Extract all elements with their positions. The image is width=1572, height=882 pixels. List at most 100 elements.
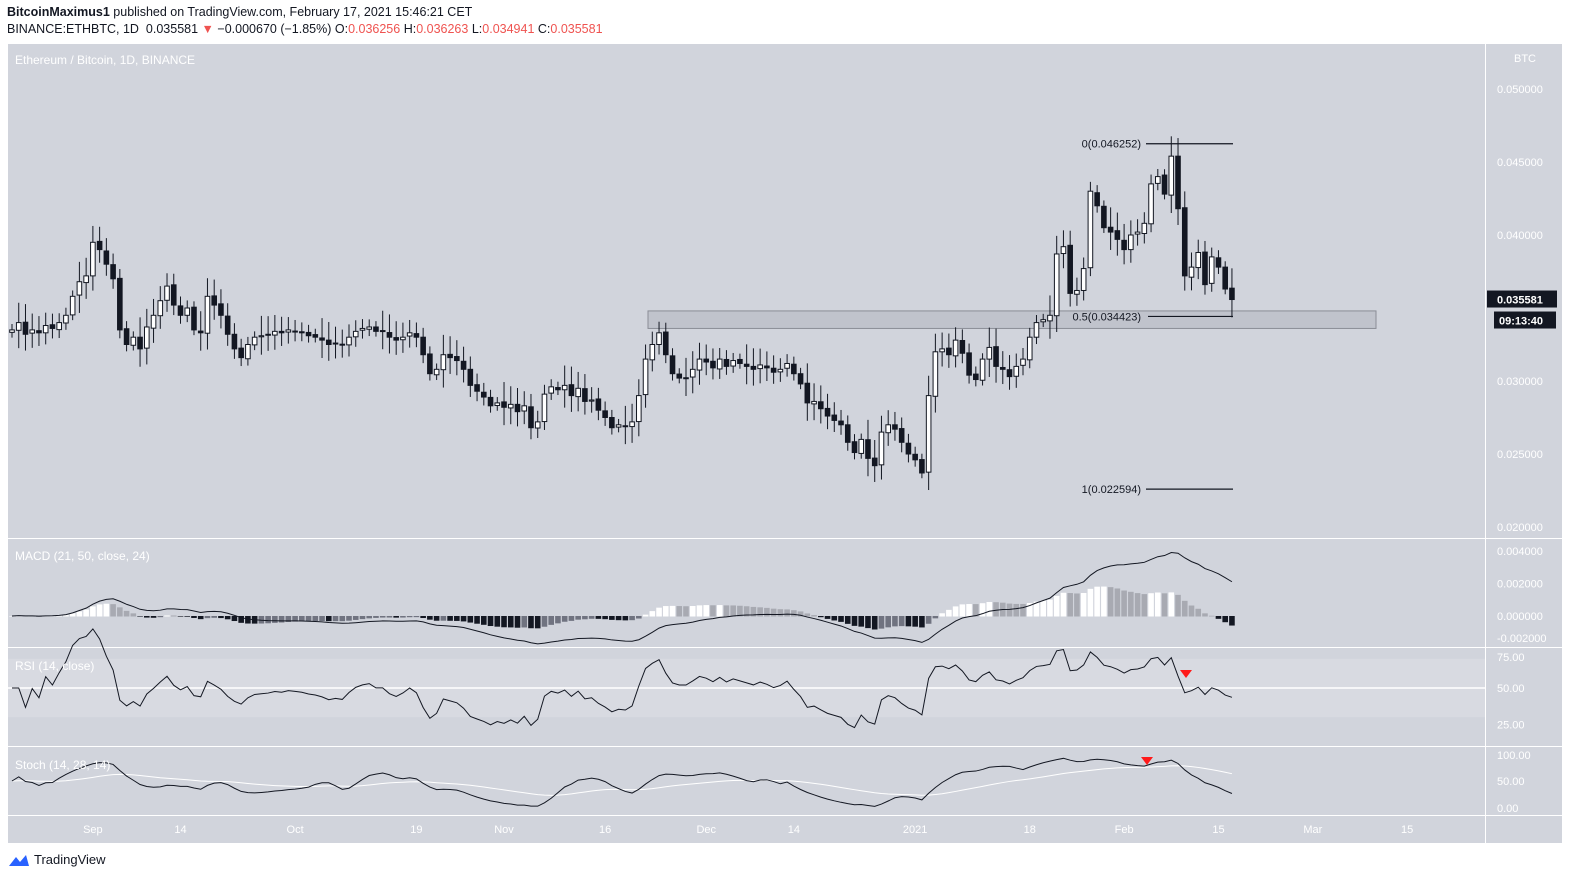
candle [332, 342, 339, 345]
macd-histogram-bar [939, 613, 945, 617]
macd-histogram-bar [622, 616, 629, 621]
candle [952, 339, 959, 357]
macd-histogram-bar [63, 614, 69, 617]
macd-histogram-bar [979, 603, 986, 617]
candle [487, 396, 494, 407]
macd-histogram-bar [420, 616, 426, 619]
support-zone [647, 310, 1377, 329]
candle [507, 403, 514, 409]
macd-histogram-bar [150, 616, 157, 618]
author[interactable]: BitcoinMaximus1 [7, 5, 110, 19]
candle [265, 333, 271, 336]
tradingview-logo[interactable]: TradingView [8, 852, 106, 867]
candle [1222, 266, 1229, 290]
macd-histogram-bar [764, 607, 770, 617]
fib-label: 1(0.022594) [1082, 484, 1141, 496]
macd-histogram-bar [69, 613, 76, 617]
stoch-bearish-signal-icon [1141, 757, 1153, 765]
candle [784, 362, 790, 369]
candle [474, 384, 480, 392]
l-label: L: [471, 22, 483, 36]
macd-histogram-bar [986, 602, 993, 617]
macd-histogram-bar [925, 616, 932, 624]
macd-histogram-bar [1074, 593, 1080, 617]
macd-histogram-bar [319, 616, 325, 621]
candle [824, 407, 831, 417]
macd-histogram-bar [1181, 600, 1188, 617]
macd-histogram-bar [96, 604, 103, 617]
macd-histogram-bar [878, 616, 885, 629]
macd-histogram-bar [501, 616, 507, 628]
stoch-tick: 50.00 [1497, 776, 1525, 788]
macd-histogram-bar [824, 616, 831, 619]
rsi-line [12, 628, 1233, 729]
macd-histogram-bar [238, 616, 244, 623]
time-tick: 19 [410, 824, 422, 836]
candle [278, 330, 285, 334]
chart[interactable]: 0.050000 0.045000 0.040000 0.030000 0.025000… [0, 0, 1572, 845]
candle [197, 330, 204, 334]
macd-histogram-bar [905, 616, 912, 627]
time-tick: 14 [788, 824, 800, 836]
open-value: 0.036256 [348, 22, 401, 36]
candle [818, 401, 824, 410]
candle [137, 336, 143, 350]
symbol-info: BINANCE:ETHBTC, 1D 0.035581 ▼ −0.000670 … [7, 22, 603, 36]
candle [1026, 336, 1033, 361]
macd-histogram-bar [966, 604, 972, 617]
candle [379, 330, 386, 333]
rsi-bearish-signal-icon [1180, 670, 1192, 678]
macd-histogram-bar [1202, 613, 1208, 617]
candle [184, 307, 191, 316]
candle [1053, 253, 1060, 317]
macd-histogram-bar [1053, 595, 1060, 617]
countdown-label: 09:13:40 [1499, 316, 1543, 328]
candle [1134, 231, 1141, 235]
fib-label: 0.5(0.034423) [1073, 311, 1142, 323]
macd-tick: 0.004000 [1497, 546, 1543, 558]
macd-histogram-bar [730, 605, 736, 617]
candle [299, 331, 305, 334]
candle [56, 322, 62, 331]
candle [750, 365, 757, 370]
macd-histogram-bar [912, 616, 918, 627]
macd-histogram-bar [9, 616, 15, 617]
macd-histogram-bar [393, 616, 399, 618]
macd-histogram-bar [447, 616, 453, 621]
candle [467, 368, 474, 386]
macd-histogram-bar [615, 616, 622, 621]
publish-info: BitcoinMaximus1 published on TradingView… [7, 5, 472, 19]
candle [359, 327, 366, 331]
candle [757, 364, 763, 370]
candle [689, 368, 696, 378]
macd-histogram-bar [1094, 586, 1100, 617]
candle [69, 295, 76, 316]
macd-histogram-bar [656, 607, 662, 617]
macd-histogram-bar [76, 611, 83, 617]
macd-histogram-bar [1013, 603, 1020, 617]
candle [656, 332, 662, 346]
price-tick: 0.050000 [1497, 84, 1543, 96]
macd-histogram-bar [1080, 592, 1087, 617]
candle [420, 336, 426, 356]
macd-histogram-bar [224, 616, 231, 620]
candle [49, 324, 56, 329]
stoch-tick: 0.00 [1497, 803, 1518, 815]
macd-histogram-bar [750, 606, 757, 617]
candle [568, 384, 575, 397]
rsi-label: RSI (14, close) [15, 659, 94, 673]
down-arrow-icon: ▼ [201, 22, 214, 36]
macd-histogram-bar [898, 616, 905, 627]
candle [1141, 222, 1148, 234]
macd-histogram-bar [1161, 593, 1168, 617]
macd-histogram-bar [406, 616, 413, 618]
macd-histogram-bar [777, 609, 784, 617]
candle [1033, 322, 1040, 338]
time-tick: 14 [174, 824, 186, 836]
macd-histogram-bar [487, 616, 494, 627]
macd-histogram-bar [683, 606, 689, 617]
time-tick: Oct [287, 824, 304, 836]
macd-histogram-bar [1101, 586, 1107, 617]
macd-histogram-bar [123, 610, 130, 617]
candle [325, 339, 332, 345]
